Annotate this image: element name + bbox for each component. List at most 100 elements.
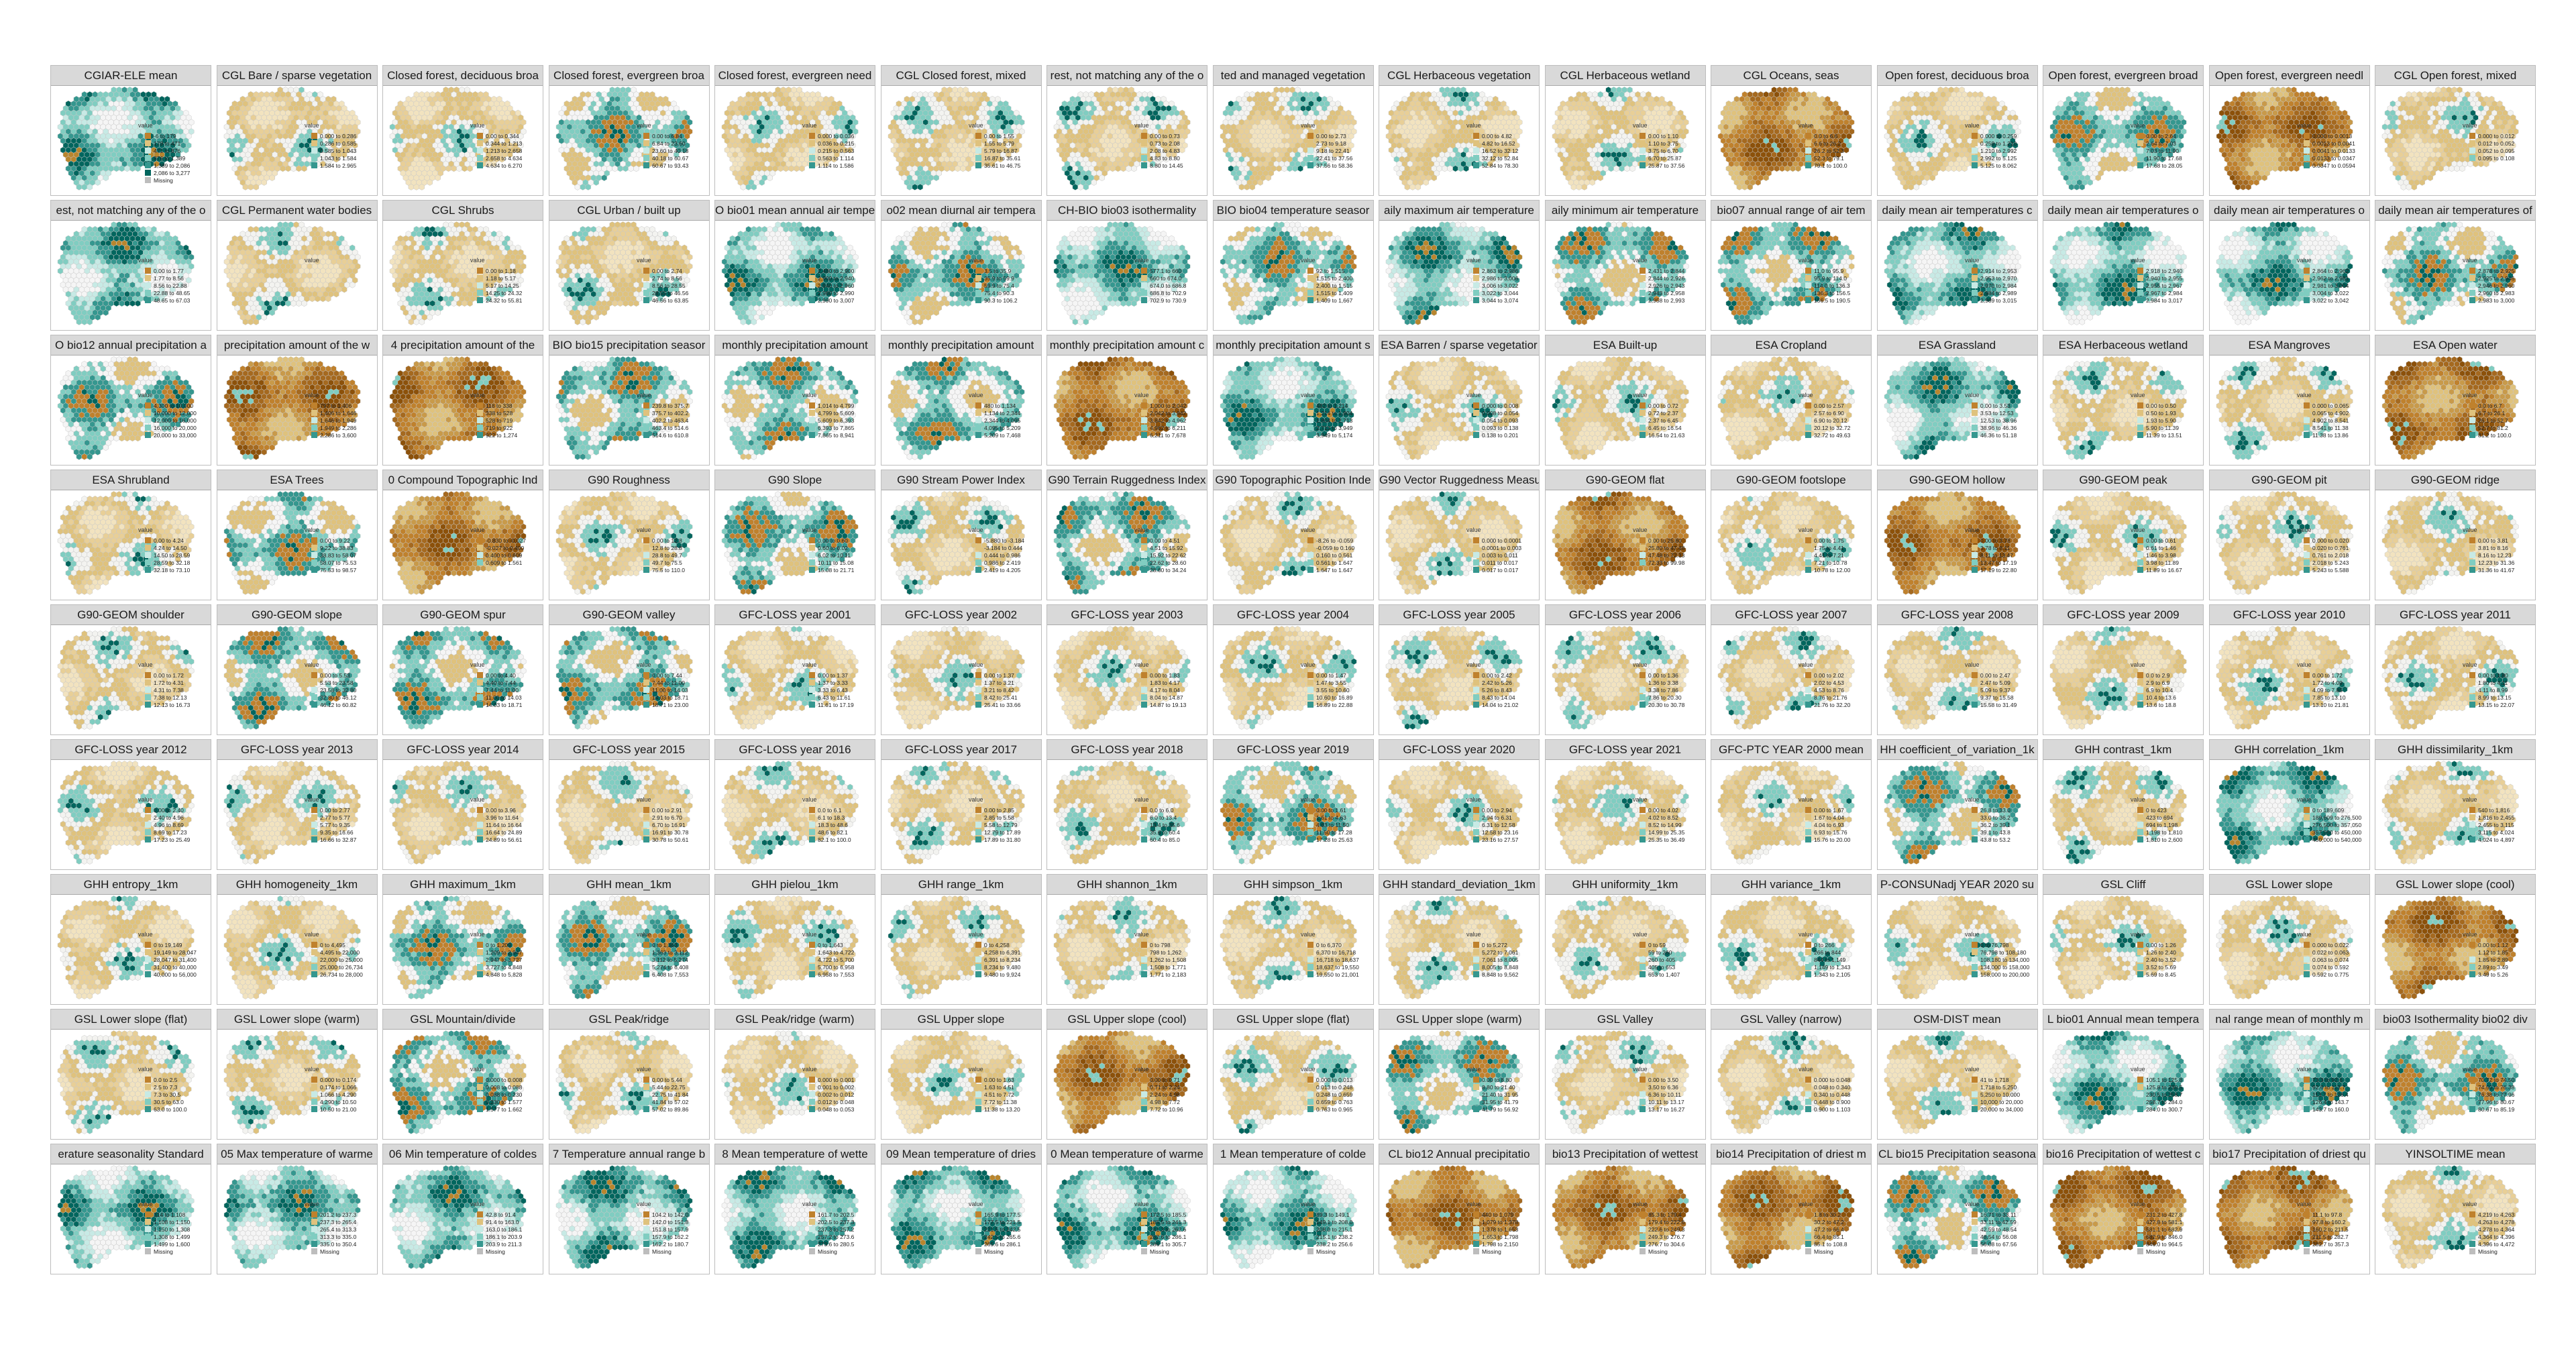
- legend-label: 471 to 876: [154, 148, 180, 154]
- hex-cell: [1458, 166, 1464, 172]
- panel-strip: CGIAR-ELE mean: [51, 66, 211, 86]
- legend-label: -6 to 179: [154, 133, 176, 140]
- legend-swatch: [1307, 133, 1313, 139]
- hex-cell: [1292, 166, 1297, 172]
- hex-cell: [759, 179, 765, 185]
- legend-swatch: [1473, 155, 1479, 161]
- legend-swatch: [477, 133, 483, 139]
- hex-cell: [1951, 166, 1956, 172]
- legend-label: 40.18 to 60.67: [652, 155, 689, 162]
- legend-title: value: [138, 122, 153, 129]
- hex-cell: [906, 184, 912, 190]
- hex-cell: [296, 166, 301, 172]
- legend-swatch: [311, 162, 317, 168]
- hex-cell: [1576, 184, 1581, 190]
- legend-swatch: [1473, 140, 1479, 146]
- hex-cell: [76, 184, 82, 190]
- legend-swatch: [643, 155, 649, 161]
- hex-cell: [1244, 184, 1249, 190]
- hex-cell: [1276, 166, 1281, 172]
- hex-cell: [1442, 166, 1448, 172]
- legend-label: 1.213 to 2.658: [486, 148, 523, 154]
- hex-cell: [1110, 166, 1116, 172]
- legend-swatch: [1640, 140, 1646, 146]
- hex-cell: [280, 166, 285, 172]
- legend-swatch: [1805, 140, 1811, 146]
- legend-label: 1.043 to 1.584: [320, 155, 357, 162]
- hex-cell: [183, 147, 189, 153]
- panel-strip: Closed forest, deciduous broa: [383, 66, 543, 86]
- legend-label: 0.344 to 1.213: [486, 140, 523, 147]
- legend-title: value: [802, 122, 817, 129]
- hex-cell: [1249, 184, 1254, 190]
- hex-cell: [285, 166, 290, 172]
- legend-label: 0.00 to 2.73: [1316, 133, 1346, 140]
- hex-cell: [468, 166, 473, 172]
- legend-swatch: [145, 170, 151, 176]
- hex-cell: [585, 184, 590, 190]
- panel-strip: ted and managed vegetation: [1214, 66, 1373, 86]
- legend-title: value: [305, 122, 319, 129]
- hex-cell: [1073, 184, 1078, 190]
- hex-cell: [1589, 179, 1595, 185]
- legend-swatch: [477, 155, 483, 161]
- legend-swatch: [1141, 148, 1147, 154]
- legend-label: 6.84 to 23.60: [652, 140, 686, 147]
- legend-label: 52.3 to 79.1: [1814, 155, 1844, 162]
- legend-label: 0.215 to 0.563: [818, 148, 855, 154]
- hex-cell: [617, 166, 623, 172]
- hex-cell: [290, 166, 296, 172]
- legend-swatch: [975, 162, 981, 168]
- hex-cell: [1424, 179, 1429, 185]
- panel-strip: CGL Herbaceous vegetation: [1379, 66, 1539, 86]
- legend-swatch: [311, 148, 317, 154]
- hex-cell: [457, 166, 462, 172]
- legend-title: value: [1466, 122, 1481, 129]
- hex-cell: [1913, 184, 1919, 190]
- legend-label: 0.000 to 0.286: [320, 133, 357, 140]
- hex-cell: [1281, 166, 1287, 172]
- legend-label: 0.000 to 0.036: [818, 133, 855, 140]
- legend-label: 0.00 to 1.55: [984, 133, 1014, 140]
- hex-cell: [1287, 166, 1292, 172]
- hex-cell: [82, 184, 87, 190]
- legend-swatch: [643, 140, 649, 146]
- hex-cell: [1608, 166, 1613, 172]
- legend-swatch: [1972, 155, 1978, 161]
- hex-cell: [1597, 175, 1603, 181]
- hex-cell: [301, 166, 307, 172]
- hex-cell: [253, 184, 258, 190]
- legend-swatch: [1972, 148, 1978, 154]
- hex-cell: [1091, 179, 1097, 185]
- legend-label: 2.08 to 4.83: [1150, 148, 1180, 154]
- panel-title: rest, not matching any of the o: [1047, 69, 1207, 83]
- legend-swatch: [975, 140, 981, 146]
- panel-strip: CGL Herbaceous wetland: [1546, 66, 1705, 86]
- panel-title: CGL Oceans, seas: [1711, 69, 1871, 83]
- hex-cell: [1297, 166, 1303, 172]
- legend-label: 0.000 to 0.259: [1980, 133, 2017, 140]
- legend-swatch: [145, 140, 151, 146]
- legend-label: 0.286 to 0.585: [320, 140, 357, 147]
- hex-cell: [1432, 175, 1437, 181]
- legend-swatch: [1805, 148, 1811, 154]
- hex-cell: [419, 184, 425, 190]
- legend-swatch: [1972, 162, 1978, 168]
- hex-cell: [917, 184, 922, 190]
- hex-cell: [794, 166, 800, 172]
- panel-title: Closed forest, deciduous broa: [383, 69, 543, 83]
- legend-label: 2,086 to 3,277: [154, 170, 191, 176]
- legend-swatch: [311, 155, 317, 161]
- legend-swatch: [809, 162, 815, 168]
- legend-swatch: [1141, 140, 1147, 146]
- hex-cell: [125, 166, 130, 172]
- legend-swatch: [1141, 133, 1147, 139]
- legend-label: 1,389 to 2,086: [154, 162, 191, 169]
- legend-label: 2.658 to 4.634: [486, 155, 523, 162]
- panel-strip: rest, not matching any of the o: [1047, 66, 1207, 86]
- panel-strip: CGL Oceans, seas: [1711, 66, 1871, 86]
